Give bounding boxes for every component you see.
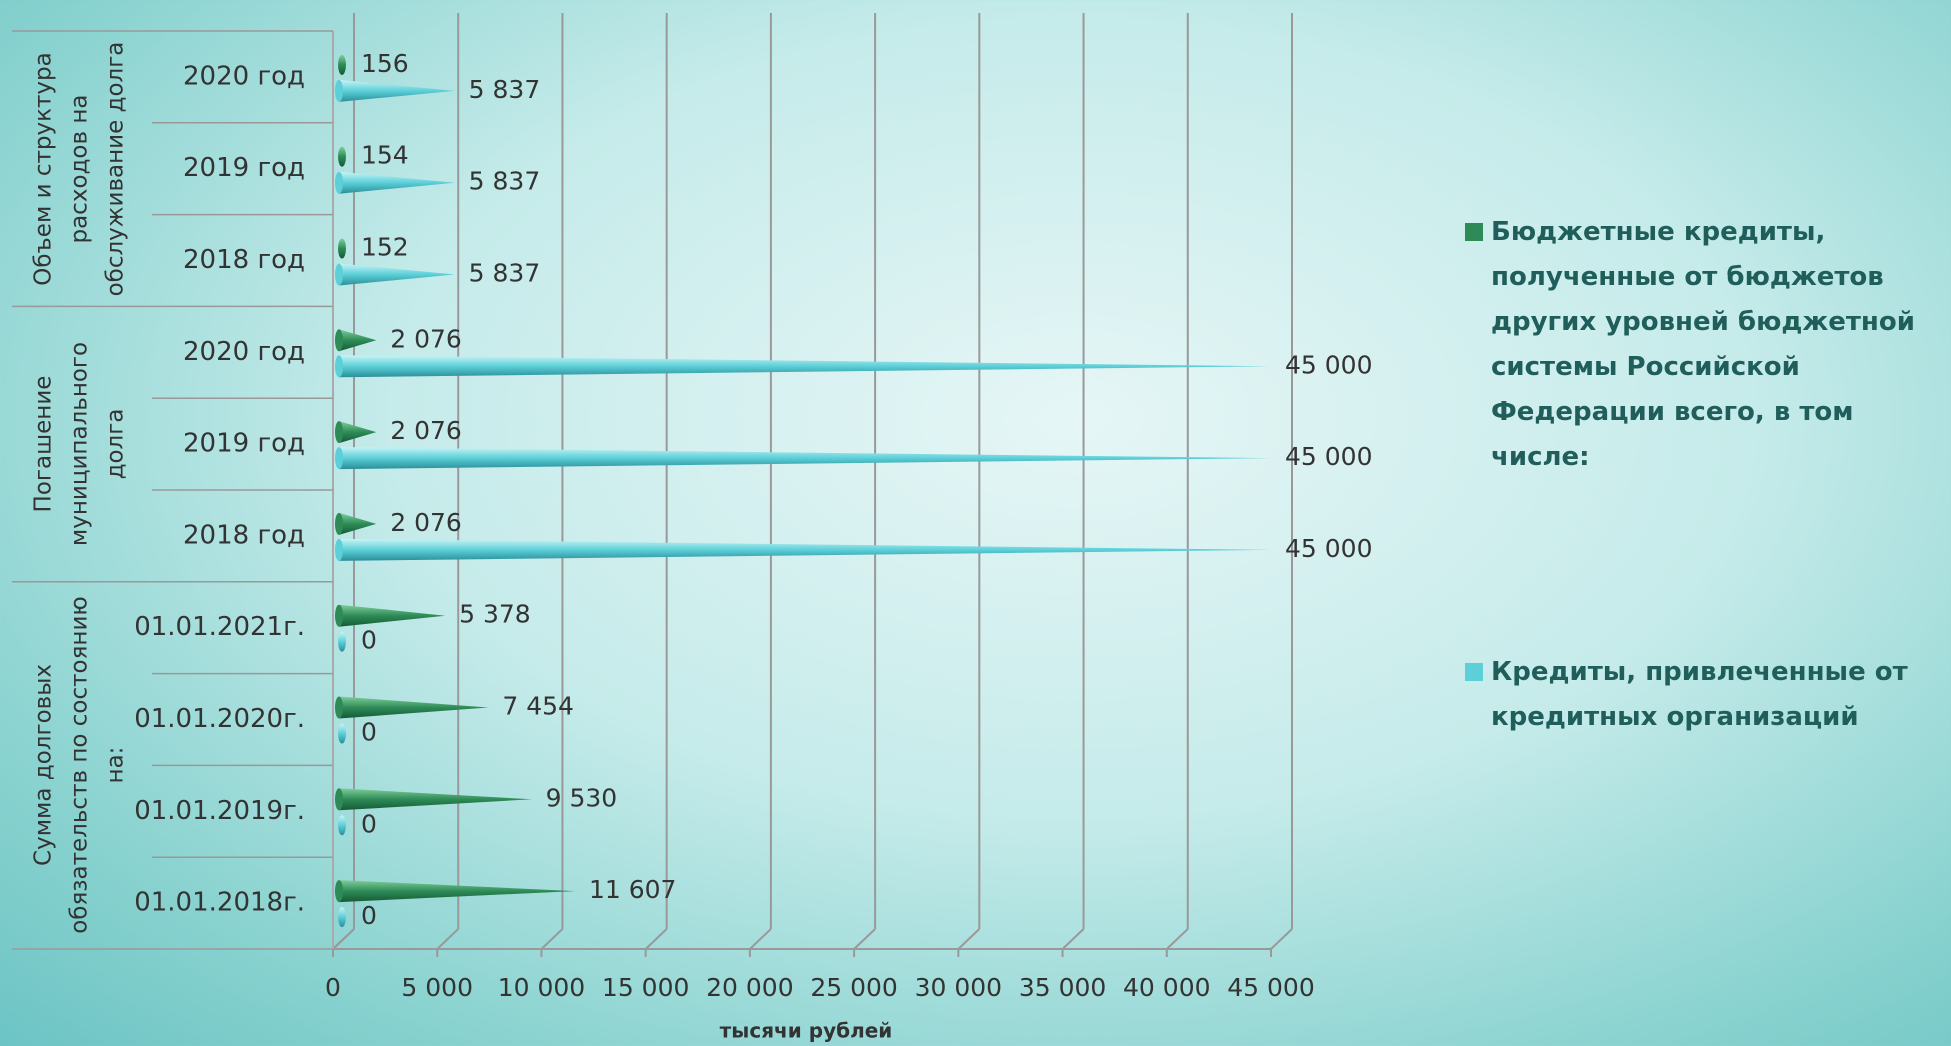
x-tick-label: 35 000: [1019, 973, 1106, 1002]
legend-label: Бюджетные кредиты, полученные от бюджето…: [1491, 217, 1915, 472]
cone-bar: [339, 696, 489, 719]
cone-bar: [339, 329, 377, 352]
cone-bar: [339, 421, 377, 444]
grid-line: [1270, 928, 1293, 950]
x-tick-label: 40 000: [1123, 973, 1210, 1002]
cone-bar: [339, 512, 377, 535]
grid-line: [644, 928, 668, 950]
y-tick-label: 01.01.2021г.: [134, 612, 305, 642]
grid-line: [853, 928, 876, 950]
value-label: 5 837: [469, 167, 541, 196]
x-tick-label: 0: [325, 973, 341, 1002]
y-tick-label: 2018 год: [183, 520, 305, 550]
grid-line: [1166, 928, 1189, 950]
cone-base: [335, 355, 343, 378]
value-label: 9 530: [546, 783, 618, 812]
value-label: 7 454: [502, 692, 574, 721]
x-tick-label: 25 000: [810, 973, 897, 1002]
value-label: 156: [361, 49, 409, 78]
group-label: Сумма долговых обязательств по состоянию…: [31, 596, 129, 935]
value-label: 45 000: [1285, 442, 1372, 471]
value-label: 11 607: [589, 875, 676, 904]
cone-bar: [338, 723, 346, 744]
grid-line: [957, 928, 981, 950]
legend-entry: Кредиты, привлеченные от кредитных орган…: [1465, 650, 1951, 740]
cone-bar: [339, 79, 455, 102]
value-label: 0: [361, 901, 377, 930]
value-label: 45 000: [1285, 534, 1372, 563]
cone-bar: [339, 263, 455, 286]
cone-base: [335, 512, 343, 535]
cone-base: [335, 604, 343, 627]
cone-base: [335, 171, 343, 194]
cone-bar: [338, 907, 346, 928]
x-tick-label: 15 000: [602, 973, 689, 1002]
cone-base: [335, 421, 343, 444]
x-tick-label: 5 000: [401, 973, 473, 1002]
legend-label: Кредиты, привлеченные от кредитных орган…: [1491, 657, 1908, 732]
axis-line: [332, 928, 355, 950]
legend-swatch: [1465, 223, 1483, 241]
value-label: 2 076: [390, 324, 462, 353]
cone-bar: [339, 538, 1271, 561]
cone-bar: [338, 631, 346, 652]
group-label: Погашение муниципального долга: [31, 341, 130, 547]
cone-bar: [339, 447, 1271, 470]
cone-bar: [339, 604, 446, 627]
cone-base: [335, 79, 343, 102]
cone-bar: [339, 355, 1271, 378]
grid-line: [749, 928, 772, 950]
grid-line: [436, 928, 459, 950]
grid-line: [1061, 928, 1085, 950]
y-tick-label: 2018 год: [183, 245, 305, 275]
x-tick-label: 20 000: [706, 973, 793, 1002]
legend-entry: Бюджетные кредиты, полученные от бюджето…: [1465, 210, 1951, 480]
value-label: 2 076: [390, 416, 462, 445]
value-label: 5 837: [469, 259, 541, 288]
cone-bar: [338, 238, 346, 259]
cone-bar: [339, 880, 575, 903]
cone-bar: [339, 171, 455, 194]
cone-bar: [338, 146, 346, 167]
value-label: 154: [361, 141, 409, 170]
y-tick-label: 2020 год: [183, 61, 305, 91]
value-label: 0: [361, 809, 377, 838]
y-tick-label: 2020 год: [183, 337, 305, 367]
grid-line: [540, 928, 564, 950]
cone-base: [335, 696, 343, 719]
cone-base: [335, 788, 343, 811]
x-tick-label: 45 000: [1227, 973, 1314, 1002]
x-axis-title: тысячи рублей: [720, 1019, 893, 1043]
cone-base: [335, 447, 343, 470]
value-label: 5 837: [469, 75, 541, 104]
cone-bar: [339, 788, 532, 811]
group-label: Объем и структура расходов на обслуживан…: [31, 41, 130, 297]
value-label: 5 378: [459, 600, 531, 629]
legend-swatch: [1465, 663, 1483, 681]
value-label: 45 000: [1285, 350, 1372, 379]
y-tick-label: 2019 год: [183, 153, 305, 183]
cone-bar: [338, 54, 346, 75]
cone-base: [335, 880, 343, 903]
y-tick-label: 01.01.2020г.: [134, 704, 305, 734]
cone-base: [335, 538, 343, 561]
value-label: 0: [361, 718, 377, 747]
y-tick-label: 01.01.2018г.: [134, 888, 305, 918]
x-tick-label: 30 000: [915, 973, 1002, 1002]
y-tick-label: 01.01.2019г.: [134, 796, 305, 826]
cone-base: [335, 263, 343, 286]
value-label: 0: [361, 626, 377, 655]
y-tick-label: 2019 год: [183, 429, 305, 459]
value-label: 152: [361, 233, 409, 262]
cone-bar: [338, 815, 346, 836]
cone-base: [335, 329, 343, 352]
x-tick-label: 10 000: [498, 973, 585, 1002]
value-label: 2 076: [390, 508, 462, 537]
